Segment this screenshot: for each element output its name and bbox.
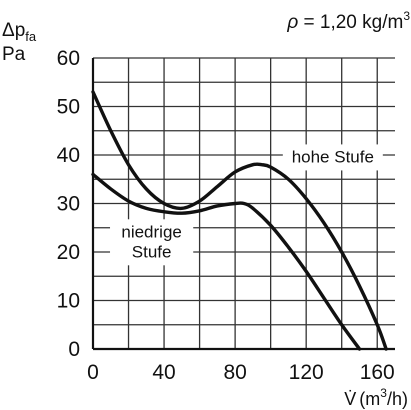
- density-exponent: 3: [403, 9, 410, 23]
- series-line-niedrige-stufe: [91, 172, 362, 351]
- y-axis-unit: Pa: [2, 44, 26, 65]
- x-tick-label: 120: [289, 361, 324, 384]
- curve-layer: [91, 90, 388, 351]
- x-tick-label: 0: [87, 361, 99, 384]
- y-tick-label: 30: [57, 193, 80, 216]
- series-label: Stufe: [132, 242, 172, 261]
- y-tick-label: 0: [68, 338, 80, 361]
- x-axis-label: V̇ (m3/h): [344, 386, 408, 409]
- x-axis-symbol: V̇: [344, 389, 356, 409]
- tick-label-layer: 0 40 80 120 160 0 10 20 30 40 50 60: [57, 47, 395, 384]
- y-axis-symbol: Δp: [2, 20, 25, 41]
- y-tick-label: 50: [57, 96, 80, 119]
- series-label: hohe Stufe: [292, 147, 374, 166]
- series-line-hohe-stufe: [91, 90, 388, 351]
- y-axis-subscript: fa: [25, 29, 37, 44]
- density-value: = 1,20 kg/m: [298, 12, 403, 33]
- y-tick-label: 60: [57, 47, 80, 70]
- y-tick-label: 40: [57, 144, 80, 167]
- density-note: ρ = 1,20 kg/m3: [286, 9, 410, 33]
- x-tick-label: 80: [223, 361, 246, 384]
- x-axis-unit-exponent: 3: [380, 386, 387, 400]
- series-label-background: [282, 144, 383, 171]
- y-tick-label: 10: [57, 290, 80, 313]
- x-axis-unit-open: (m: [359, 389, 380, 409]
- y-axis-label: Δpfa: [2, 20, 37, 44]
- x-tick-label: 160: [360, 361, 395, 384]
- series-label-background: [110, 219, 194, 266]
- grid-lines: [91, 57, 395, 351]
- series-label: niedrige: [121, 222, 182, 241]
- x-tick-label: 40: [152, 361, 175, 384]
- y-tick-label: 20: [57, 241, 80, 264]
- density-symbol: ρ: [286, 12, 298, 33]
- x-axis-unit-close: /h): [387, 389, 408, 409]
